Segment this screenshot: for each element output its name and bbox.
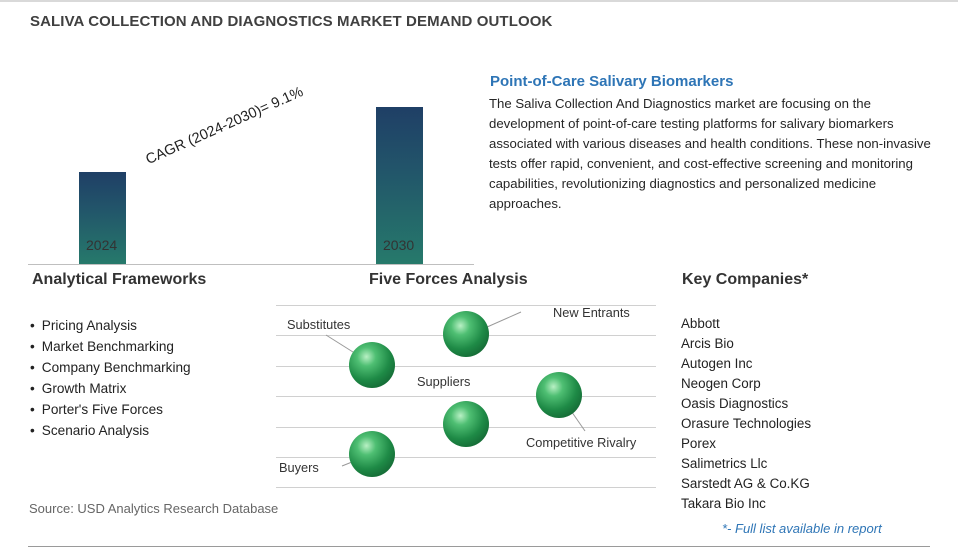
divider-line bbox=[276, 366, 656, 367]
x-tick-2024: 2024 bbox=[86, 237, 118, 253]
divider-line bbox=[276, 305, 656, 306]
list-item: Neogen Corp bbox=[681, 376, 761, 391]
suppliers-label: Suppliers bbox=[417, 374, 471, 389]
divider-line bbox=[276, 457, 656, 458]
list-item: Orasure Technologies bbox=[681, 416, 812, 431]
list-item: Arcis Bio bbox=[681, 336, 734, 351]
competitive-rivalry-sphere-icon bbox=[536, 372, 582, 418]
x-axis-line bbox=[28, 264, 474, 265]
list-item: Autogen Inc bbox=[681, 356, 753, 371]
five-forces-diagram: Substitutes New Entrants Suppliers Compe… bbox=[276, 305, 656, 490]
frameworks-list: Pricing Analysis Market Benchmarking Com… bbox=[30, 315, 191, 442]
page-title: SALIVA COLLECTION AND DIAGNOSTICS MARKET… bbox=[30, 13, 553, 30]
list-item: Porter's Five Forces bbox=[30, 399, 191, 420]
substitutes-label: Substitutes bbox=[287, 317, 351, 332]
x-tick-2030: 2030 bbox=[383, 237, 415, 253]
list-item: Porex bbox=[681, 436, 716, 451]
list-item: Salimetrics Llc bbox=[681, 456, 768, 471]
description-heading: Point-of-Care Salivary Biomarkers bbox=[490, 73, 734, 90]
bar-2030 bbox=[376, 107, 423, 265]
substitutes-sphere-icon bbox=[349, 342, 395, 388]
buyers-label: Buyers bbox=[279, 460, 319, 475]
list-item: Market Benchmarking bbox=[30, 336, 191, 357]
suppliers-sphere-icon bbox=[443, 401, 489, 447]
divider-line bbox=[276, 487, 656, 488]
new-entrants-sphere-icon bbox=[443, 311, 489, 357]
bar-2024 bbox=[79, 172, 126, 265]
five-forces-heading: Five Forces Analysis bbox=[369, 271, 528, 288]
list-item: Pricing Analysis bbox=[30, 315, 191, 336]
companies-list: Abbott Arcis Bio Autogen Inc Neogen Corp… bbox=[681, 314, 811, 514]
companies-heading: Key Companies* bbox=[682, 271, 809, 288]
buyers-sphere-icon bbox=[349, 431, 395, 477]
new-entrants-label: New Entrants bbox=[553, 305, 630, 320]
full-list-note: *- Full list available in report bbox=[722, 521, 882, 536]
bar-chart bbox=[28, 40, 474, 265]
list-item: Oasis Diagnostics bbox=[681, 396, 789, 411]
description-text: The Saliva Collection And Diagnostics ma… bbox=[489, 96, 931, 212]
frameworks-heading: Analytical Frameworks bbox=[32, 271, 207, 288]
competitive-rivalry-label: Competitive Rivalry bbox=[526, 435, 637, 450]
source-text: Source: USD Analytics Research Database bbox=[29, 501, 279, 516]
list-item: Growth Matrix bbox=[30, 378, 191, 399]
divider-line bbox=[276, 396, 656, 397]
top-divider bbox=[0, 0, 958, 2]
list-item: Takara Bio Inc bbox=[681, 496, 766, 511]
list-item: Company Benchmarking bbox=[30, 357, 191, 378]
list-item: Abbott bbox=[681, 316, 720, 331]
list-item: Sarstedt AG & Co.KG bbox=[681, 476, 810, 491]
list-item: Scenario Analysis bbox=[30, 420, 191, 441]
bottom-divider bbox=[28, 546, 930, 547]
